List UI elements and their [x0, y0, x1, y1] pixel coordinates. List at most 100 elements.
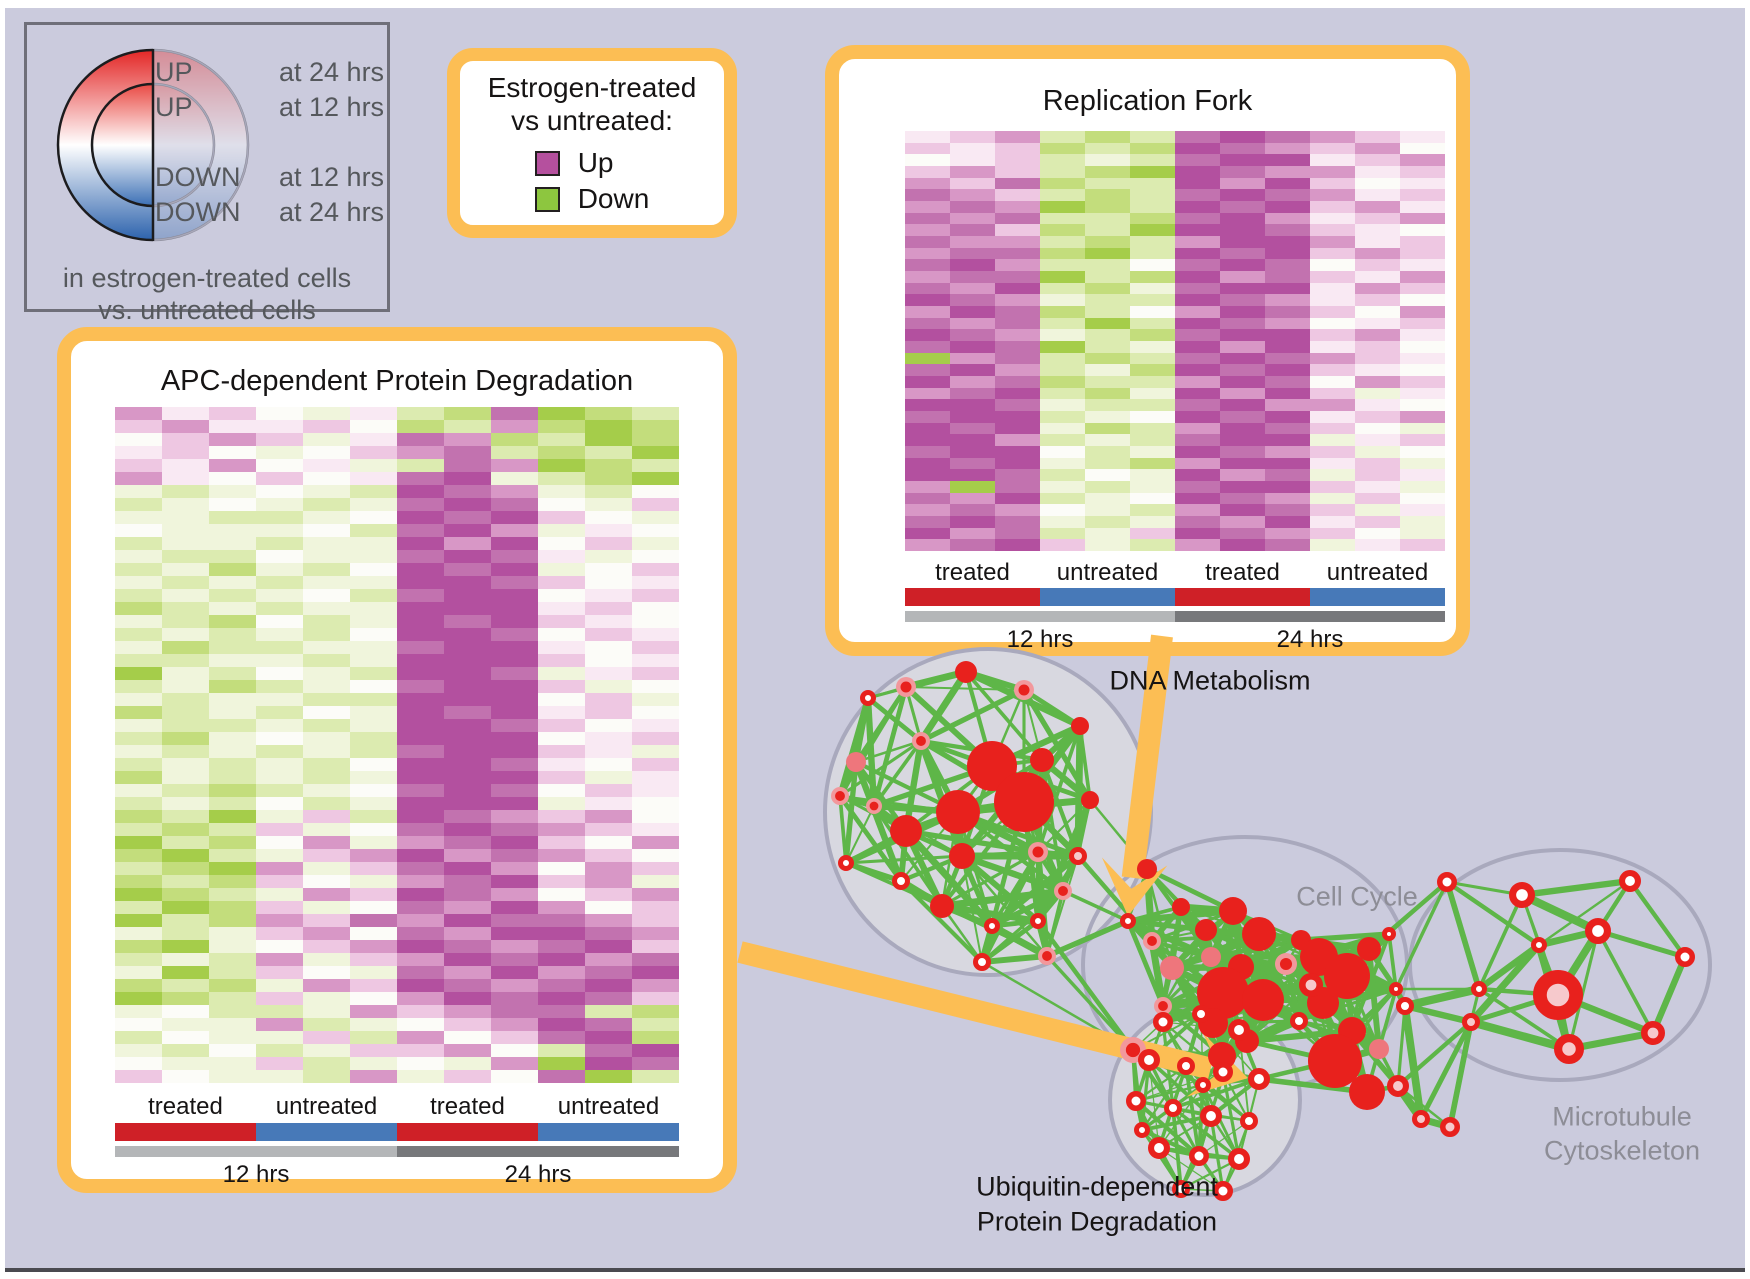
heatmap-cell [585, 706, 632, 719]
network-node [1235, 1029, 1259, 1053]
heatmap-cell [256, 537, 303, 550]
network-edge [1257, 932, 1325, 1005]
heatmap-cell [350, 485, 397, 498]
heatmap-cell [1265, 142, 1310, 155]
network-edge [956, 808, 1040, 856]
network-edge [1310, 981, 1397, 993]
heatmap-cell [1040, 481, 1085, 493]
network-edge [1238, 1120, 1250, 1160]
heatmap-cell [1310, 271, 1355, 283]
network-edge [1350, 948, 1371, 1032]
heatmap-cell [256, 498, 303, 511]
heatmap-cell [491, 433, 538, 446]
heatmap-cell [491, 784, 538, 797]
network-edge [855, 739, 922, 764]
network-edge [1478, 986, 1559, 998]
network-edge [1127, 907, 1234, 925]
heatmap-cell [538, 719, 585, 732]
heatmap-cell [397, 888, 444, 901]
network-node [912, 732, 930, 750]
heatmap-cell [950, 422, 995, 435]
network-edge [1239, 933, 1261, 968]
heatmap-cell [1400, 177, 1445, 190]
network-edge [1377, 1048, 1400, 1087]
heatmap-cell [1085, 131, 1130, 143]
heatmap-cell [1040, 306, 1085, 318]
network-edge [1596, 879, 1632, 933]
network-edge [918, 670, 969, 743]
heatmap-cell [1400, 166, 1445, 178]
network-edge [956, 810, 1065, 893]
network-edge [1229, 909, 1267, 1002]
heatmap-cell [995, 329, 1040, 341]
heatmap-cell [491, 550, 538, 563]
network-edge [1220, 1029, 1241, 1057]
heatmap-cell [1040, 247, 1085, 260]
heatmap-cell [905, 411, 950, 423]
heatmap-cell [950, 142, 995, 155]
network-edge [1377, 988, 1398, 1050]
heatmap-cell [444, 693, 491, 706]
network-edge [1204, 928, 1243, 969]
network-edge [989, 764, 1041, 854]
heatmap-cell [1355, 387, 1400, 400]
cluster-label: Ubiquitin-dependent [976, 1171, 1218, 1202]
heatmap-cell [162, 667, 209, 680]
network-edge [1198, 1120, 1250, 1157]
heatmap-cell [632, 628, 679, 641]
heatmap-cell [397, 550, 444, 563]
heatmap-cell [256, 1018, 303, 1031]
network-edge [1284, 961, 1313, 988]
network-edge [844, 828, 908, 866]
cluster-outline-cc [1081, 835, 1409, 1095]
heatmap-cell [115, 966, 162, 979]
heatmap-cell [350, 901, 397, 914]
heatmap-cell [303, 1005, 350, 1018]
network-node [1189, 1146, 1209, 1166]
network-edge [1468, 942, 1542, 1025]
network-edge [1396, 1005, 1407, 1087]
heatmap-cell [209, 758, 256, 771]
network-edge [1298, 1019, 1380, 1051]
heatmap-cell [350, 654, 397, 667]
heatmap-cell [115, 810, 162, 823]
network-node [1126, 1091, 1146, 1111]
network-edge [1521, 877, 1631, 899]
network-edge [1035, 920, 1050, 957]
heatmap-cell [162, 641, 209, 654]
heatmap-cell [256, 524, 303, 537]
network-edge [1295, 983, 1315, 1023]
heatmap-cell [1175, 527, 1220, 540]
network-edge [1396, 1020, 1473, 1088]
heatmap-cell [632, 420, 679, 433]
network-node [1134, 1122, 1150, 1138]
heatmap-cell [115, 407, 162, 420]
network-edge [838, 685, 908, 798]
cluster-label: DNA Metabolism [1109, 665, 1311, 696]
heatmap-cell [491, 615, 538, 628]
heatmap-cell [538, 771, 585, 784]
untreated-bar [538, 1123, 679, 1141]
flow-arrow-head [1186, 1032, 1248, 1097]
network-edge [1238, 966, 1250, 1042]
network-edge [1212, 992, 1224, 1024]
heatmap-cell [1265, 364, 1310, 376]
heatmap-cell [397, 667, 444, 680]
heatmap-cell [1265, 189, 1310, 201]
heatmap-cell [632, 550, 679, 563]
heatmap-cell [632, 745, 679, 758]
network-edge [1245, 1017, 1301, 1045]
heatmap-cell [256, 810, 303, 823]
heatmap-cell [303, 862, 350, 875]
network-edge [1135, 1071, 1224, 1102]
heatmap-cell [491, 641, 538, 654]
heatmap-cell [538, 498, 585, 511]
network-edge [1297, 1019, 1369, 1094]
heatmap-cell [1265, 201, 1310, 213]
heatmap-cell [444, 914, 491, 927]
heatmap-cell [905, 504, 950, 516]
heatmap-cell [303, 602, 350, 615]
heatmap-cell [1040, 527, 1085, 540]
network-edge [1285, 945, 1370, 968]
heatmap-cell [632, 1070, 679, 1083]
